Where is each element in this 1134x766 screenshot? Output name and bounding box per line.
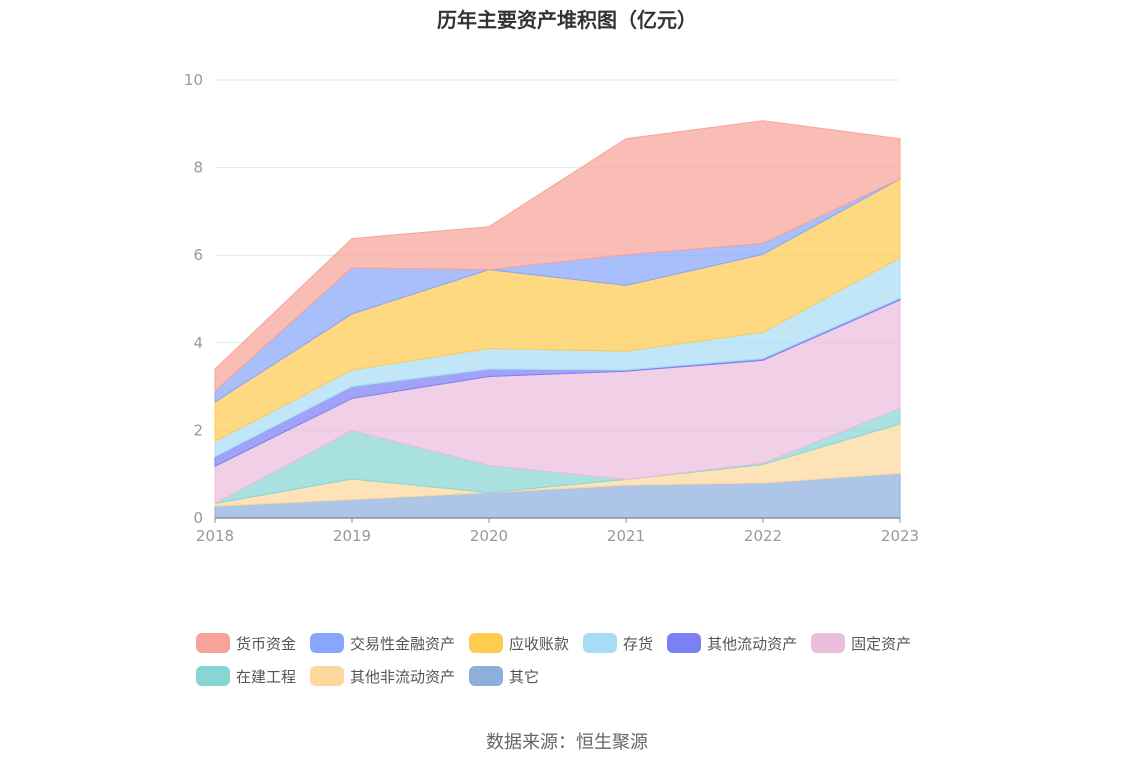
legend-row: 货币资金 交易性金融资产 应收账款 存货 其他流动资产 固定资产 (196, 632, 956, 654)
legend-item[interactable]: 其他流动资产 (667, 633, 797, 654)
legend-label: 固定资产 (851, 634, 912, 653)
legend-swatch (667, 633, 702, 653)
legend-item[interactable]: 其他非流动资产 (310, 666, 455, 687)
legend: 货币资金 交易性金融资产 应收账款 存货 其他流动资产 固定资产 在建工程 其他非流动资产 其… (196, 632, 956, 698)
y-tick-label: 2 (193, 421, 203, 439)
legend-swatch (310, 666, 345, 686)
y-tick-label: 8 (193, 159, 203, 177)
legend-item[interactable]: 应收账款 (469, 633, 569, 654)
legend-item[interactable]: 货币资金 (196, 633, 296, 654)
x-tick-label: 2022 (744, 527, 782, 545)
legend-item[interactable]: 在建工程 (196, 666, 296, 687)
y-tick-label: 6 (193, 246, 203, 264)
legend-label: 其他流动资产 (707, 634, 798, 653)
x-tick-label: 2023 (881, 527, 919, 545)
stacked-area-chart: 0 2 4 6 8 10 2018 2019 2020 2021 2022 2023 (184, 71, 919, 545)
legend-item[interactable]: 交易性金融资产 (310, 633, 455, 654)
x-tick-label: 2018 (196, 527, 234, 545)
legend-label: 应收账款 (509, 634, 570, 653)
legend-label: 交易性金融资产 (350, 634, 456, 653)
y-tick-label: 0 (193, 509, 203, 527)
legend-swatch (469, 633, 504, 653)
area-series (214, 120, 901, 519)
legend-swatch (310, 633, 345, 653)
area-series-货币资金 (214, 120, 901, 393)
legend-label: 在建工程 (236, 667, 297, 686)
legend-swatch (811, 633, 846, 653)
legend-label: 存货 (623, 634, 654, 653)
x-tick-label: 2019 (333, 527, 371, 545)
axes: 0 2 4 6 8 10 2018 2019 2020 2021 2022 2023 (184, 71, 919, 545)
y-tick-label: 4 (193, 334, 203, 352)
chart-title: 历年主要资产堆积图（亿元） (437, 8, 697, 32)
x-tick-label: 2021 (607, 527, 645, 545)
legend-swatch (196, 633, 230, 653)
legend-item[interactable]: 固定资产 (811, 633, 911, 654)
y-tick-label: 10 (184, 71, 203, 89)
legend-label: 其他非流动资产 (350, 667, 456, 686)
legend-label: 货币资金 (236, 634, 297, 653)
legend-item[interactable]: 存货 (583, 633, 653, 654)
legend-swatch (583, 633, 618, 653)
legend-row: 在建工程 其他非流动资产 其它 (196, 665, 956, 687)
x-tick-label: 2020 (470, 527, 508, 545)
legend-label: 其它 (509, 667, 540, 686)
legend-swatch (196, 666, 230, 686)
legend-item[interactable]: 其它 (469, 666, 539, 687)
data-source: 数据来源：恒生聚源 (486, 732, 648, 753)
legend-swatch (469, 666, 504, 686)
